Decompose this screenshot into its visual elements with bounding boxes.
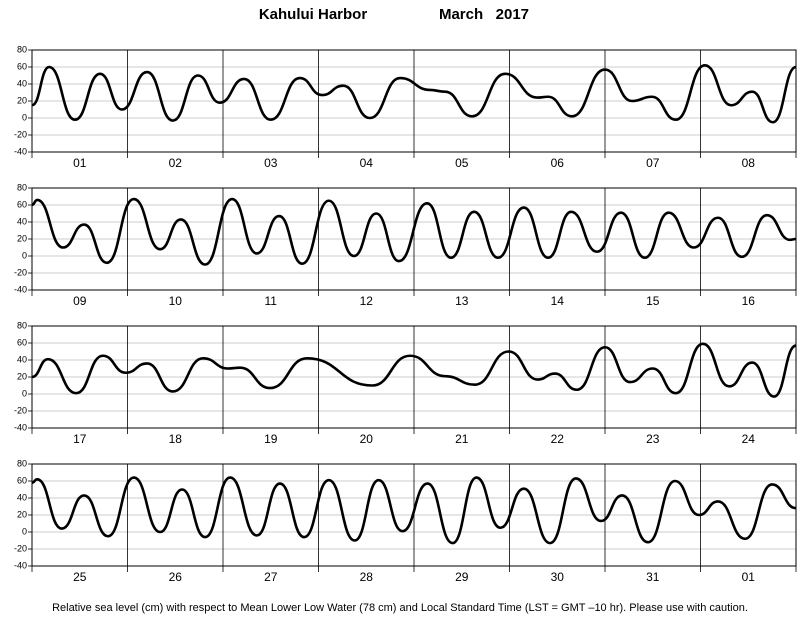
tide-line: [31, 476, 797, 545]
chart-subtitle: March 2017: [439, 6, 529, 23]
x-tick-label: 21: [455, 432, 469, 446]
x-tick-label: 22: [551, 432, 565, 446]
y-tick-label: 80: [17, 44, 27, 54]
x-tick-label: 11: [265, 294, 278, 308]
x-tick-label: 12: [360, 294, 374, 308]
y-tick-label: -40: [14, 284, 27, 294]
y-tick-label: 20: [17, 95, 27, 105]
x-tick-label: 19: [264, 432, 278, 446]
y-tick-label: 20: [17, 371, 27, 381]
y-tick-label: 60: [17, 61, 27, 71]
y-tick-label: 0: [22, 112, 27, 122]
y-tick-label: 60: [17, 475, 27, 485]
y-tick-label: 60: [17, 337, 27, 347]
x-tick-label: 02: [169, 156, 183, 170]
y-tick-label: 80: [17, 320, 27, 330]
y-tick-label: 20: [17, 509, 27, 519]
y-tick-label: 0: [22, 250, 27, 260]
y-tick-label: 0: [22, 388, 27, 398]
plot-frame: [31, 49, 797, 153]
x-tick-label: 26: [169, 570, 183, 584]
x-tick-label: 28: [360, 570, 374, 584]
y-tick-label: -40: [14, 560, 27, 570]
y-tick-label: -40: [14, 422, 27, 432]
y-tick-label: -20: [14, 267, 27, 277]
x-tick-label: 29: [455, 570, 469, 584]
x-tick-label: 06: [551, 156, 565, 170]
x-tick-label: 08: [742, 156, 756, 170]
x-tick-label: 31: [646, 570, 660, 584]
footnote: Relative sea level (cm) with respect to …: [52, 602, 748, 614]
x-tick-label: 17: [73, 432, 87, 446]
y-tick-label: -20: [14, 129, 27, 139]
tide-line: [31, 64, 797, 124]
x-tick-label: 24: [742, 432, 756, 446]
tide-line: [31, 342, 797, 398]
y-tick-label: 40: [17, 354, 27, 364]
y-tick-label: -20: [14, 543, 27, 553]
plot-frame: [31, 463, 797, 567]
y-tick-label: 40: [17, 216, 27, 226]
x-tick-label: 13: [455, 294, 469, 308]
x-tick-label: 30: [551, 570, 565, 584]
x-tick-label: 07: [646, 156, 660, 170]
y-tick-label: 80: [17, 182, 27, 192]
x-tick-label: 14: [551, 294, 565, 308]
x-tick-label: 03: [264, 156, 278, 170]
x-tick-label: 20: [360, 432, 374, 446]
y-tick-label: -20: [14, 405, 27, 415]
x-tick-label: 16: [742, 294, 756, 308]
y-tick-label: 20: [17, 233, 27, 243]
x-tick-label: 01: [73, 156, 87, 170]
x-tick-label: 01: [742, 570, 756, 584]
tide-line: [31, 197, 797, 266]
x-tick-label: 10: [169, 294, 183, 308]
x-tick-label: 25: [73, 570, 87, 584]
x-tick-label: 27: [264, 570, 278, 584]
y-tick-label: 60: [17, 199, 27, 209]
y-tick-label: 80: [17, 458, 27, 468]
y-tick-label: 40: [17, 492, 27, 502]
x-tick-label: 15: [646, 294, 660, 308]
y-tick-label: -40: [14, 146, 27, 156]
y-tick-label: 40: [17, 78, 27, 88]
x-tick-label: 05: [455, 156, 469, 170]
chart-title: Kahului Harbor: [259, 6, 368, 23]
x-tick-label: 23: [646, 432, 660, 446]
y-tick-label: 0: [22, 526, 27, 536]
x-tick-label: 09: [73, 294, 87, 308]
x-tick-label: 04: [360, 156, 374, 170]
x-tick-label: 18: [169, 432, 183, 446]
